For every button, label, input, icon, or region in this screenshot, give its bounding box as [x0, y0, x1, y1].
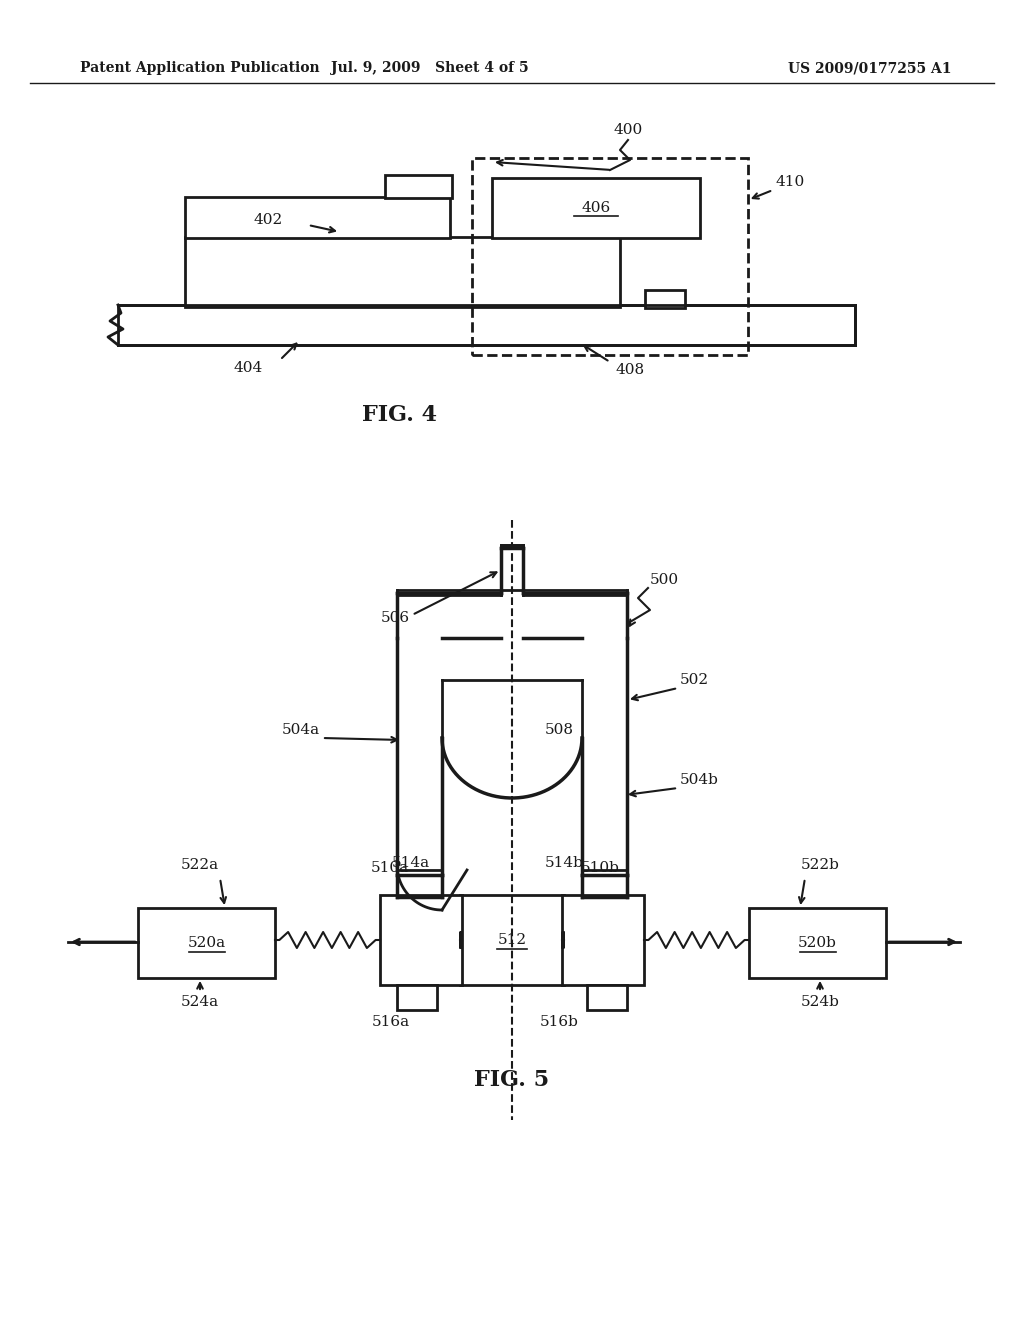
- Bar: [492, 178, 700, 238]
- Bar: [385, 176, 452, 198]
- Text: US 2009/0177255 A1: US 2009/0177255 A1: [788, 61, 951, 75]
- Bar: [380, 895, 462, 985]
- Bar: [397, 985, 437, 1010]
- Text: 500: 500: [650, 573, 679, 587]
- Text: 522a: 522a: [181, 858, 219, 873]
- Text: 522b: 522b: [801, 858, 840, 873]
- Text: FIG. 4: FIG. 4: [362, 404, 437, 426]
- Bar: [749, 908, 886, 978]
- Text: 404: 404: [233, 360, 262, 375]
- Text: 506: 506: [381, 611, 410, 624]
- Text: FIG. 5: FIG. 5: [474, 1069, 550, 1092]
- Text: 406: 406: [582, 201, 610, 215]
- Text: 402: 402: [253, 213, 283, 227]
- Text: 410: 410: [775, 176, 804, 189]
- Text: 514b: 514b: [545, 855, 584, 870]
- Text: 520a: 520a: [187, 936, 225, 950]
- Text: Jul. 9, 2009   Sheet 4 of 5: Jul. 9, 2009 Sheet 4 of 5: [331, 61, 528, 75]
- Bar: [185, 238, 620, 308]
- Text: 520b: 520b: [798, 936, 837, 950]
- Text: 514a: 514a: [392, 855, 430, 870]
- Bar: [501, 545, 523, 590]
- Text: 524a: 524a: [181, 995, 219, 1008]
- Text: 516a: 516a: [372, 1015, 410, 1030]
- Bar: [460, 895, 564, 985]
- Bar: [138, 908, 275, 978]
- Bar: [645, 290, 685, 308]
- Text: 510b: 510b: [581, 861, 620, 875]
- Text: 502: 502: [680, 673, 710, 686]
- Bar: [118, 305, 855, 345]
- Bar: [562, 895, 644, 985]
- Bar: [185, 197, 450, 238]
- Bar: [472, 158, 748, 355]
- Text: 512: 512: [498, 933, 526, 946]
- Text: 400: 400: [613, 123, 643, 137]
- Text: 516b: 516b: [540, 1015, 579, 1030]
- Text: 504b: 504b: [680, 774, 719, 787]
- Text: 508: 508: [545, 723, 574, 737]
- Bar: [587, 985, 627, 1010]
- Text: 408: 408: [615, 363, 644, 378]
- Text: 510a: 510a: [371, 861, 409, 875]
- Text: 524b: 524b: [801, 995, 840, 1008]
- Text: Patent Application Publication: Patent Application Publication: [80, 61, 319, 75]
- Text: 504a: 504a: [282, 723, 319, 737]
